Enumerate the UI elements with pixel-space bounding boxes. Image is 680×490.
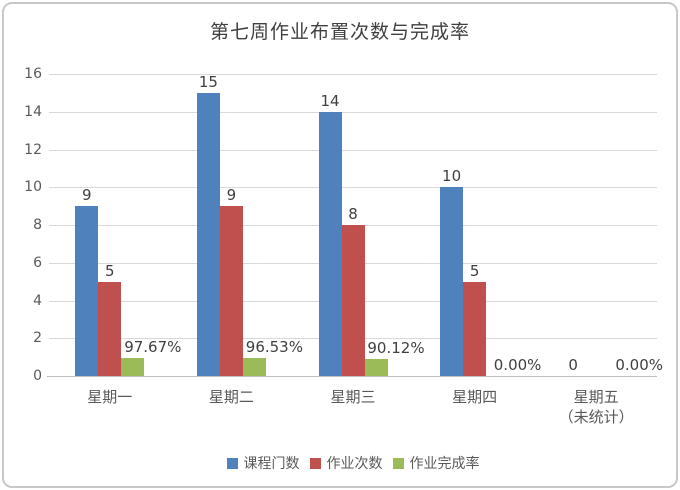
y-axis-tick-label-8: 8 [33,217,42,233]
x-axis-line [47,376,657,377]
x-axis-sublabel-4: （未统计） [558,408,634,426]
bar-assignments-2 [341,225,365,376]
x-axis-label-1: 星期二 [208,388,254,406]
legend-label-assignments: 作业次数 [326,456,383,472]
legend-item-assignments: 作业次数 [309,453,383,473]
legend: 课程门数 作业次数 作业完成率 [49,453,657,473]
y-axis-tick-label-2: 2 [33,330,42,347]
y-axis-tick-label-14: 14 [24,103,42,120]
bar-courses-1 [196,92,220,376]
data-label-completion-rate-2: 90.12% [367,338,425,357]
data-label-completion-rate-4: 0.00% [615,356,664,374]
x-axis-label-0: 星期一 [87,388,133,406]
data-label-assignments-2: 8 [348,205,358,223]
plot-area: 0 2 4 6 8 10 12 14 16 星期一 星期二 星期三 星期四 星期五 （未统计） 9 15 14 10… [4,4,676,486]
legend-swatch-courses [226,457,238,469]
legend-swatch-assignments [309,457,321,469]
data-label-completion-rate-3: 0.00% [493,356,542,374]
y-axis-tick-label-4: 4 [33,292,42,309]
x-axis-label-3: 星期四 [452,388,498,406]
y-axis-tick-label-6: 6 [33,254,42,271]
bar-completion-rate-1 [242,357,266,376]
legend-label-courses: 课程门数 [243,456,300,472]
chart-title: 第七周作业布置次数与完成率 [209,21,470,43]
data-label-completion-rate-1: 96.53% [245,337,303,356]
data-label-assignments-1: 9 [226,186,237,205]
bar-assignments-0 [98,281,122,376]
bar-completion-rate-0 [121,357,145,376]
bar-courses-2 [318,111,342,376]
bar-courses-0 [75,206,99,376]
x-axis-label-2: 星期三 [330,388,376,406]
data-label-courses-0: 9 [82,186,92,205]
data-label-courses-2: 14 [320,91,340,110]
gridline-12 [49,150,657,151]
data-label-courses-1: 15 [198,72,218,91]
data-label-assignments-3: 5 [469,261,480,280]
gridline-14 [49,112,657,113]
y-axis-tick-label-16: 16 [24,66,42,82]
data-label-courses-4: 0 [568,356,578,374]
legend-item-courses: 课程门数 [226,453,300,473]
bar-completion-rate-2 [364,358,388,376]
legend-swatch-completion-rate [392,457,404,469]
gridline-10 [49,187,657,188]
legend-item-completion-rate: 作业完成率 [392,453,480,473]
gridline-16 [49,74,657,75]
data-label-courses-3: 10 [442,167,462,186]
y-axis-tick-label-12: 12 [24,141,42,158]
legend-label-completion-rate: 作业完成率 [409,456,480,472]
bar-assignments-1 [219,206,243,376]
bar-assignments-3 [463,281,487,376]
y-axis-tick-label-10: 10 [24,179,42,196]
data-label-assignments-0: 5 [105,261,115,280]
data-label-completion-rate-0: 97.67% [124,337,182,356]
x-axis-label-4: 星期五 （未统计） [535,387,657,427]
bar-courses-3 [440,187,464,376]
y-axis-tick-label-0: 0 [33,368,42,384]
